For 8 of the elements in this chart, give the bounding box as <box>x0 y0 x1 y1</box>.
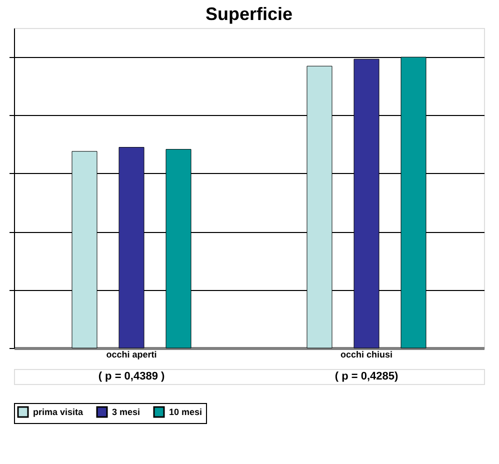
chart-title: Superficie <box>205 4 293 24</box>
legend-label: 10 mesi <box>169 407 202 417</box>
text: ( p = 0,4389 ) <box>98 370 166 382</box>
x-tick-label: occhi aperti <box>106 350 157 360</box>
legend-label: 3 mesi <box>112 407 140 417</box>
x-tick-label: occhi chiusi <box>340 350 393 360</box>
text: ( p = 0,4285) <box>334 370 398 382</box>
legend-label: prima visita <box>33 407 84 417</box>
